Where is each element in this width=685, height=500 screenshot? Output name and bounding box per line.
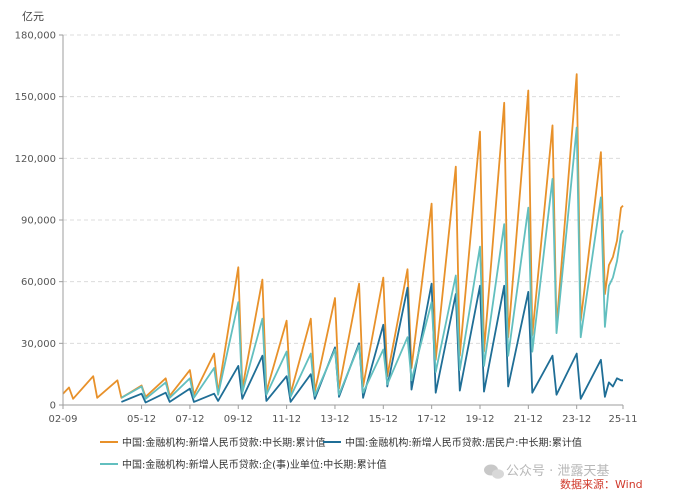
legend: 中国:金融机构:新增人民币贷款:中长期:累计值 中国:金融机构:新增人民币贷款:…	[100, 436, 582, 471]
x-tick-label: 15-12	[369, 414, 398, 425]
x-tick-label: 07-12	[175, 414, 204, 425]
y-tick-label: 120,000	[15, 154, 56, 165]
x-tick-label: 11-12	[272, 414, 301, 425]
x-tick-label: 23-12	[562, 414, 591, 425]
legend-label-2: 中国:金融机构:新增人民币贷款:居民户:中长期:累计值	[345, 436, 582, 449]
series-line-2	[121, 282, 623, 404]
y-tick-label: 0	[50, 401, 56, 412]
x-tick-label: 17-12	[417, 414, 446, 425]
y-tick-label: 90,000	[21, 216, 56, 227]
y-tick-label: 30,000	[21, 339, 56, 350]
x-ticks: 02-09 05-12 07-12 09-12 11-12 13-12 15-12 17-12…	[48, 405, 638, 425]
x-tick-label: 02-09	[48, 414, 77, 425]
x-tick-label: 13-12	[320, 414, 349, 425]
x-tick-label: 19-12	[465, 414, 494, 425]
legend-label-3: 中国:金融机构:新增人民币贷款:企(事)业单位:中长期:累计值	[122, 458, 387, 471]
y-ticks: 0 30,000 60,000 90,000 120,000 150,000 180,000	[15, 31, 63, 412]
source-label: 数据来源：Wind	[560, 477, 643, 491]
wechat-icon	[484, 464, 504, 479]
x-tick-label: 25-11	[608, 414, 637, 425]
x-tick-label: 21-12	[514, 414, 543, 425]
x-tick-label: 09-12	[224, 414, 253, 425]
gridlines	[63, 34, 623, 344]
y-tick-label: 150,000	[15, 92, 56, 103]
watermark-text: 公众号 · 泄露天基	[506, 464, 609, 479]
y-unit-label: 亿元	[22, 10, 44, 23]
x-tick-label: 05-12	[127, 414, 156, 425]
y-tick-label: 60,000	[21, 277, 56, 288]
series-line-3	[120, 126, 624, 400]
y-tick-label: 180,000	[15, 31, 56, 42]
watermark: 公众号 · 泄露天基	[484, 464, 609, 479]
series-line-1	[62, 73, 624, 400]
legend-label-1: 中国:金融机构:新增人民币贷款:中长期:累计值	[122, 436, 325, 449]
series-lines	[62, 73, 624, 404]
